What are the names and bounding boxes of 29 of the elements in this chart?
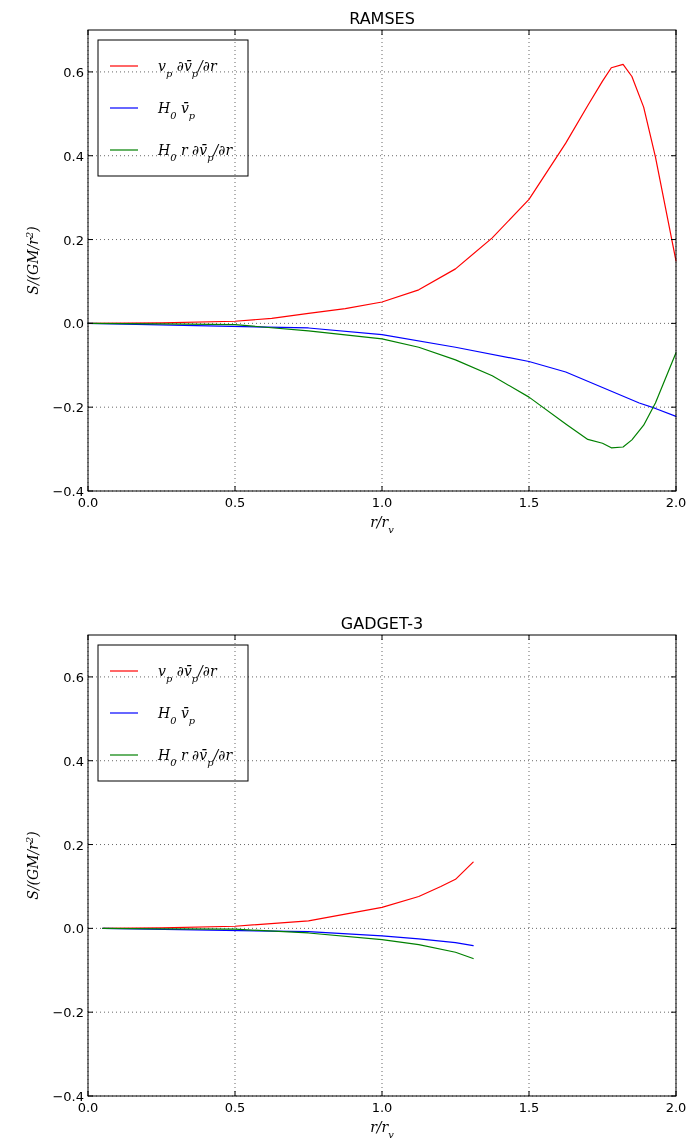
- chart-title: RAMSES: [349, 9, 415, 28]
- y-tick-label: 0.4: [63, 148, 84, 164]
- legend-label: H$_{0}$ v̄$_{p}$: [157, 100, 196, 121]
- y-tick-label: −0.2: [52, 400, 84, 416]
- y-tick-label: 0.2: [63, 837, 84, 853]
- line-series: [102, 927, 474, 960]
- legend-label: v$_{p}$ ∂v̄$_{p}$/∂r: [158, 58, 219, 79]
- x-tick-label: 2.0: [665, 1100, 687, 1115]
- x-tick-label: 0.5: [224, 495, 246, 510]
- x-axis-title: r/r$_{v}$: [370, 514, 395, 535]
- chart-title: GADGET-3: [340, 614, 424, 633]
- x-tick-label: 1.5: [518, 495, 540, 510]
- x-tick-label: 1.0: [371, 495, 393, 510]
- x-axis-title: r/r$_{v}$: [370, 1119, 395, 1140]
- legend-label: H$_{0}$ v̄$_{p}$: [157, 705, 196, 726]
- y-tick-label: 0.0: [63, 316, 84, 332]
- y-tick-label: 0.4: [63, 753, 84, 769]
- x-tick-label: 1.5: [518, 1100, 540, 1115]
- y-tick-label: −0.2: [52, 1005, 84, 1021]
- legend-label: v$_{p}$ ∂v̄$_{p}$/∂r: [158, 663, 219, 684]
- legend-label: H$_{0}$ r ∂v̄$_{p}$/∂r: [157, 142, 234, 163]
- y-tick-label: 0.2: [63, 232, 84, 248]
- y-tick-label: 0.0: [63, 921, 84, 937]
- x-tick-label: 1.0: [371, 1100, 393, 1115]
- y-tick-label: 0.6: [63, 669, 84, 685]
- x-tick-label: 0.5: [224, 1100, 246, 1115]
- legend-label: H$_{0}$ r ∂v̄$_{p}$/∂r: [157, 747, 234, 768]
- x-tick-label: 2.0: [665, 495, 687, 510]
- y-tick-label: 0.6: [63, 64, 84, 80]
